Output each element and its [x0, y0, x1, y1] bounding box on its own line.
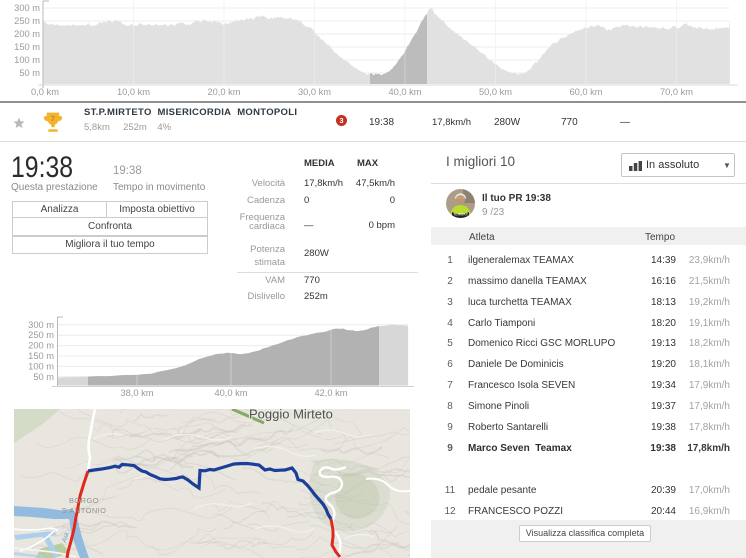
svg-text:Poggio Mirteto: Poggio Mirteto	[249, 409, 333, 422]
svg-text:Aia: Aia	[61, 532, 71, 545]
svg-text:7: 7	[51, 114, 55, 123]
svg-text:TEAMAX: TEAMAX	[453, 213, 468, 217]
svg-text:0,0 km: 0,0 km	[31, 87, 59, 97]
svg-text:42,0 km: 42,0 km	[314, 388, 347, 398]
svg-text:50 m: 50 m	[33, 372, 54, 382]
svg-text:10,0 km: 10,0 km	[117, 87, 150, 97]
svg-text:150 m: 150 m	[28, 351, 54, 361]
svg-text:60,0 km: 60,0 km	[569, 87, 602, 97]
svg-text:S.ANTONIO: S.ANTONIO	[62, 506, 107, 515]
svg-text:250 m: 250 m	[28, 330, 54, 340]
svg-text:40,0 km: 40,0 km	[214, 388, 247, 398]
svg-text:BORGO: BORGO	[69, 496, 99, 505]
svg-text:38,0 km: 38,0 km	[120, 388, 153, 398]
svg-text:300 m: 300 m	[28, 320, 54, 330]
svg-text:100 m: 100 m	[14, 55, 40, 65]
svg-text:300 m: 300 m	[14, 3, 40, 13]
svg-text:200 m: 200 m	[14, 29, 40, 39]
svg-text:100 m: 100 m	[28, 361, 54, 371]
svg-text:200 m: 200 m	[28, 341, 54, 351]
svg-text:30,0 km: 30,0 km	[298, 87, 331, 97]
svg-text:250 m: 250 m	[14, 16, 40, 26]
svg-text:40,0 km: 40,0 km	[388, 87, 421, 97]
svg-text:70,0 km: 70,0 km	[660, 87, 693, 97]
svg-text:150 m: 150 m	[14, 42, 40, 52]
svg-text:50 m: 50 m	[19, 68, 40, 78]
svg-text:20,0 km: 20,0 km	[207, 87, 240, 97]
svg-text:50,0 km: 50,0 km	[479, 87, 512, 97]
